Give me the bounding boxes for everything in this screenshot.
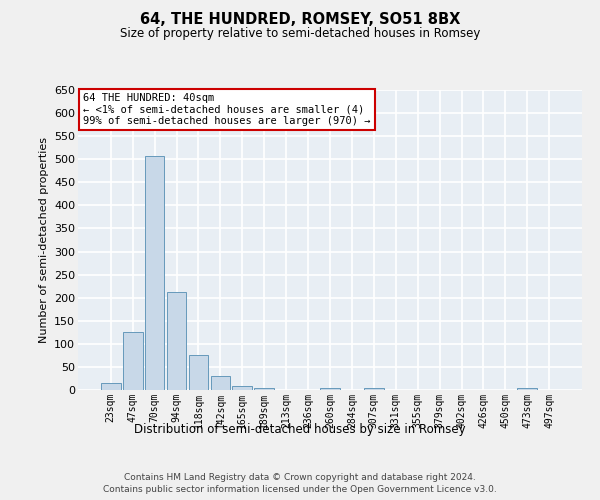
Bar [254,388,274,390]
Text: Size of property relative to semi-detached houses in Romsey: Size of property relative to semi-detach… [120,28,480,40]
Text: 64 THE HUNDRED: 40sqm
← <1% of semi-detached houses are smaller (4)
99% of semi-: 64 THE HUNDRED: 40sqm ← <1% of semi-deta… [83,93,371,126]
Bar [167,292,187,390]
Bar [188,356,208,390]
Bar [101,383,121,390]
Text: Contains HM Land Registry data © Crown copyright and database right 2024.: Contains HM Land Registry data © Crown c… [124,472,476,482]
Bar [364,388,384,390]
Y-axis label: Number of semi-detached properties: Number of semi-detached properties [38,137,49,343]
Bar [320,388,340,390]
Bar [211,376,230,390]
Bar [123,332,143,390]
Text: Contains public sector information licensed under the Open Government Licence v3: Contains public sector information licen… [103,485,497,494]
Bar [517,388,537,390]
Text: Distribution of semi-detached houses by size in Romsey: Distribution of semi-detached houses by … [134,422,466,436]
Text: 64, THE HUNDRED, ROMSEY, SO51 8BX: 64, THE HUNDRED, ROMSEY, SO51 8BX [140,12,460,28]
Bar [145,156,164,390]
Bar [232,386,252,390]
